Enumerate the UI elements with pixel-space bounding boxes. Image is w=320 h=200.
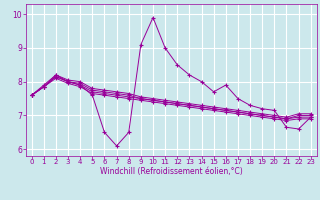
X-axis label: Windchill (Refroidissement éolien,°C): Windchill (Refroidissement éolien,°C) [100,167,243,176]
